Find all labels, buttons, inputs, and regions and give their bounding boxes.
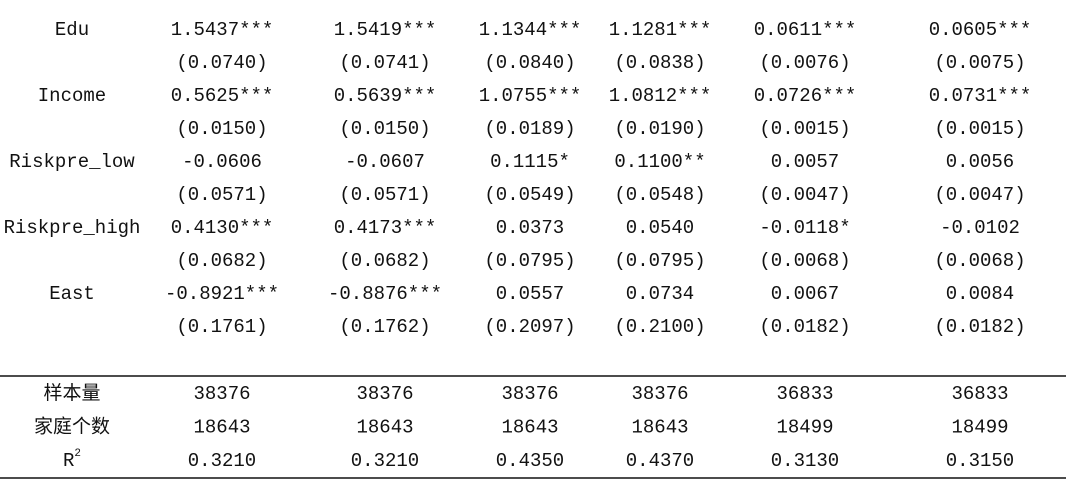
standard-error: (0.2097) [484,316,575,338]
coefficient: 0.0726*** [754,85,857,107]
stat-value: 0.3210 [188,450,256,472]
coefficient: -0.0102 [940,217,1020,239]
standard-error: (0.0150) [339,118,430,140]
stat-value: 0.3150 [946,450,1014,472]
coefficient: 0.0557 [496,283,564,305]
stat-value: 0.4350 [496,450,564,472]
standard-error: (0.0182) [759,316,850,338]
stat-value: 18643 [193,417,250,439]
standard-error: (0.0068) [934,250,1025,272]
coefficient: 0.4173*** [334,217,437,239]
standard-error: (0.0682) [339,250,430,272]
coefficient: 0.0084 [946,283,1014,305]
coefficient: -0.0118* [759,217,850,239]
standard-error: (0.0682) [176,250,267,272]
standard-error: (0.0189) [484,118,575,140]
row-label: East [49,283,95,305]
coefficient: 0.1115* [490,151,570,173]
coefficient: 1.5437*** [171,19,274,41]
standard-error: (0.0075) [934,52,1025,74]
standard-error: (0.0190) [614,118,705,140]
stat-value: 18499 [951,417,1008,439]
stat-label: 家庭个数 [34,416,110,439]
coefficient: -0.8876*** [328,283,442,305]
standard-error: (0.0840) [484,52,575,74]
stat-value: 18643 [631,417,688,439]
coefficient: 1.0812*** [609,85,712,107]
coefficient: -0.8921*** [165,283,279,305]
coefficient: 1.1344*** [479,19,582,41]
standard-error: (0.0015) [934,118,1025,140]
stat-value: 38376 [356,383,413,405]
row-label: Edu [55,19,89,41]
standard-error: (0.0068) [759,250,850,272]
coefficient: 0.0611*** [754,19,857,41]
standard-error: (0.0182) [934,316,1025,338]
coefficient: 0.0540 [626,217,694,239]
coefficient: -0.0606 [182,151,262,173]
row-label: Riskpre_low [9,151,135,173]
coefficient: 0.0373 [496,217,564,239]
stat-value: 0.3130 [771,450,839,472]
standard-error: (0.2100) [614,316,705,338]
row-label: Income [38,85,106,107]
standard-error: (0.0571) [339,184,430,206]
standard-error: (0.0741) [339,52,430,74]
coefficient: 0.0057 [771,151,839,173]
standard-error: (0.0047) [934,184,1025,206]
row-label: Riskpre_high [4,217,141,239]
coefficient: 0.5639*** [334,85,437,107]
stat-value: 18643 [501,417,558,439]
stat-value: 38376 [501,383,558,405]
stat-value: 18499 [776,417,833,439]
standard-error: (0.0549) [484,184,575,206]
standard-error: (0.0795) [484,250,575,272]
stat-value: 0.4370 [626,450,694,472]
coefficient: -0.0607 [345,151,425,173]
coefficient: 0.0605*** [929,19,1032,41]
stat-value: 36833 [951,383,1008,405]
coefficient: 0.5625*** [171,85,274,107]
standard-error: (0.1761) [176,316,267,338]
standard-error: (0.0047) [759,184,850,206]
standard-error: (0.0548) [614,184,705,206]
standard-error: (0.0015) [759,118,850,140]
standard-error: (0.0076) [759,52,850,74]
coefficient: 0.4130*** [171,217,274,239]
coefficient: 0.1100** [614,151,705,173]
stat-label-sup: 2 [74,448,81,460]
stat-value: 0.3210 [351,450,419,472]
stat-value: 18643 [356,417,413,439]
standard-error: (0.0795) [614,250,705,272]
stat-value: 38376 [193,383,250,405]
coefficient: 1.0755*** [479,85,582,107]
standard-error: (0.0150) [176,118,267,140]
stat-value: 38376 [631,383,688,405]
standard-error: (0.0838) [614,52,705,74]
stat-value: 36833 [776,383,833,405]
coefficient: 0.0056 [946,151,1014,173]
coefficient: 0.0731*** [929,85,1032,107]
stat-label-base: R [63,450,74,472]
stat-label: R2 [63,448,81,472]
coefficient: 1.1281*** [609,19,712,41]
coefficient: 0.0734 [626,283,694,305]
coefficient: 1.5419*** [334,19,437,41]
standard-error: (0.1762) [339,316,430,338]
standard-error: (0.0740) [176,52,267,74]
coefficient: 0.0067 [771,283,839,305]
standard-error: (0.0571) [176,184,267,206]
stat-label: 样本量 [43,382,100,405]
